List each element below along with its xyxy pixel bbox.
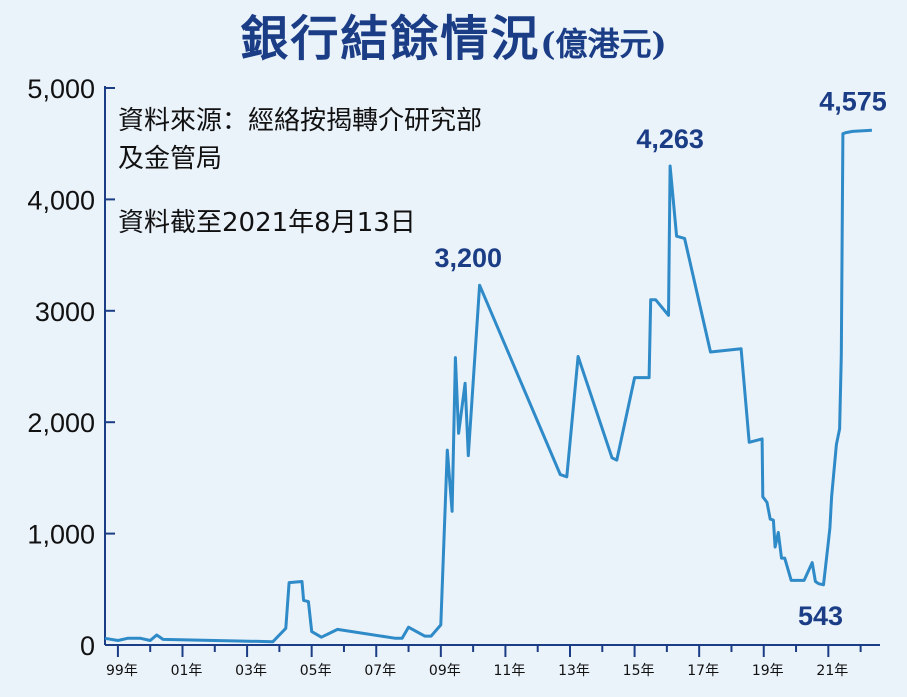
y-tick-label: 2,000 — [27, 408, 95, 438]
as-of-date: 資料截至2021年8月13日 — [118, 208, 416, 238]
x-tick-label: 13年 — [558, 663, 590, 679]
x-tick-label: 11年 — [494, 663, 526, 679]
data-label: 4,263 — [636, 124, 704, 154]
title-text: 銀行結餘情況 — [240, 11, 541, 67]
x-tick-label: 07年 — [364, 663, 396, 679]
data-label: 543 — [798, 601, 843, 631]
x-tick-label: 03年 — [235, 663, 267, 679]
x-tick-label: 09年 — [429, 663, 461, 679]
x-tick-label: 19年 — [752, 663, 784, 679]
series-line — [104, 128, 872, 644]
x-tick-label: 01年 — [171, 663, 203, 679]
x-tick-label: 99年 — [106, 663, 138, 679]
x-tick-label: 05年 — [300, 663, 332, 679]
chart-title: 銀行結餘情況(億港元) — [0, 4, 907, 79]
data-label: 3,200 — [434, 243, 502, 273]
source-line-1: 資料來源：經絡按揭轉介研究部 — [118, 106, 483, 136]
x-tick-label: 15年 — [623, 663, 655, 679]
y-tick-label: 0 — [80, 631, 95, 661]
x-tick-label: 17年 — [687, 663, 719, 679]
source-line-2: 及金管局 — [118, 144, 223, 174]
y-tick-label: 5,000 — [27, 74, 95, 104]
data-label: 4,575 — [819, 86, 887, 116]
title-unit: (億港元) — [540, 25, 667, 63]
y-tick-label: 1,000 — [27, 520, 95, 550]
y-tick-label: 4,000 — [27, 185, 95, 215]
x-tick-label: 21年 — [816, 663, 848, 679]
y-tick-label: 3000 — [35, 297, 95, 327]
